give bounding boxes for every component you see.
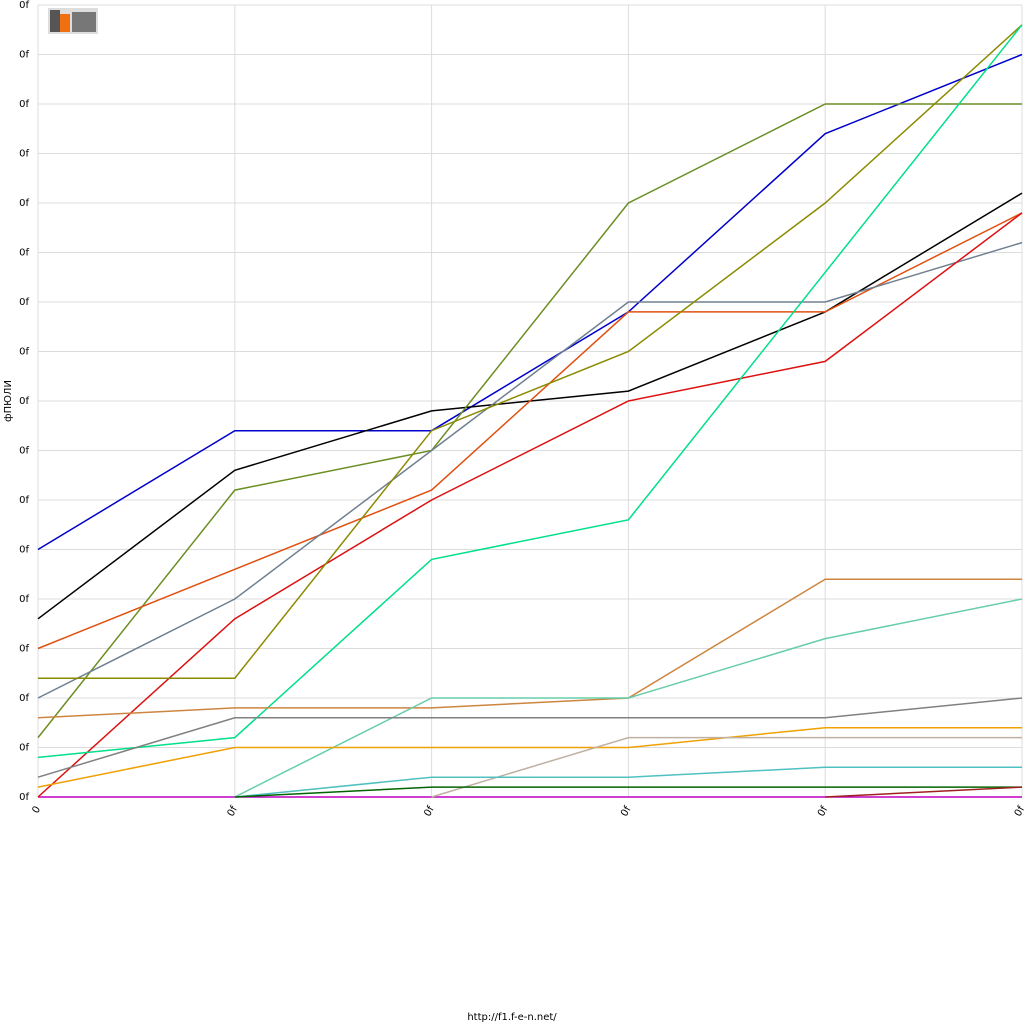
y-axis-label: фПЮЛИ xyxy=(3,380,14,422)
series-line xyxy=(37,53,1023,551)
x-tick-label: 0f xyxy=(226,804,241,818)
y-tick-label: 0f xyxy=(19,495,29,506)
y-tick-label: 0f xyxy=(19,446,29,457)
y-tick-label: 0f xyxy=(19,248,29,259)
y-tick-label: 0f xyxy=(19,396,29,407)
series-line xyxy=(431,736,1022,798)
series-line xyxy=(37,212,1023,798)
y-tick-label: 0f xyxy=(19,792,29,803)
series-line xyxy=(825,786,1023,798)
y-tick-label: 0f xyxy=(19,545,29,556)
y-tick-label: 0f xyxy=(19,347,29,358)
series-line xyxy=(37,212,1023,650)
y-tick-label: 0f xyxy=(19,50,29,61)
series-line xyxy=(234,598,1023,798)
series-line xyxy=(37,726,1022,788)
x-tick-label: 0f xyxy=(816,804,831,818)
x-tick-label: 0f xyxy=(1013,804,1024,818)
series-line xyxy=(37,697,1023,778)
series-line xyxy=(37,578,1022,719)
series-line xyxy=(37,192,1023,620)
series-line xyxy=(37,24,1023,759)
y-tick-label: 0f xyxy=(19,198,29,209)
y-tick-label: 0f xyxy=(19,693,29,704)
x-tick-label: 0f xyxy=(619,804,634,818)
y-tick-label: 0f xyxy=(19,99,29,110)
series-line xyxy=(37,103,1022,739)
y-tick-label: 0f xyxy=(19,0,29,11)
x-tick-label: 0f xyxy=(422,804,437,818)
logo-1 xyxy=(60,14,70,32)
y-tick-label: 0f xyxy=(19,594,29,605)
y-tick-label: 0f xyxy=(19,149,29,160)
x-tick-label: 0 xyxy=(30,805,43,816)
logo-en xyxy=(72,12,96,32)
series-line xyxy=(234,786,1022,798)
series-line xyxy=(38,24,1023,679)
series-line xyxy=(234,766,1022,798)
series-line xyxy=(37,241,1023,699)
y-tick-label: 0f xyxy=(19,743,29,754)
logo xyxy=(48,8,98,34)
logo-f xyxy=(50,10,60,32)
footer: http://f1.f-e-n.net/ xyxy=(467,1012,557,1023)
y-tick-label: 0f xyxy=(19,644,29,655)
y-tick-label: 0f xyxy=(19,297,29,308)
